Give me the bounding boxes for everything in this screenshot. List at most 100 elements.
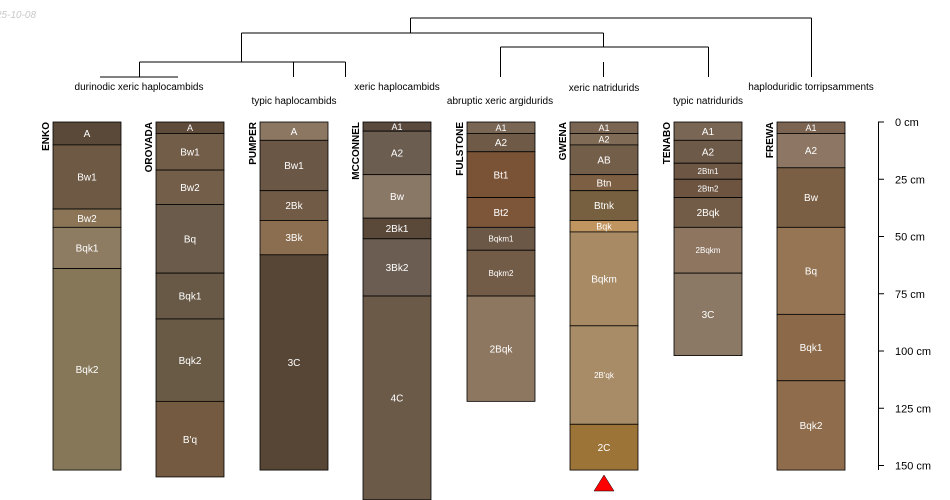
horizon-enko-3 xyxy=(52,226,122,269)
horizon-label: Bqk1 xyxy=(800,343,823,354)
horizon-label: A2 xyxy=(598,134,609,144)
horizon-pumper-4 xyxy=(259,254,329,471)
taxon-label-1: durinodic xeric haplocambids xyxy=(75,82,204,93)
horizon-pumper-1 xyxy=(259,139,329,192)
horizon-fulstone-3 xyxy=(466,197,536,228)
horizon-label: A xyxy=(84,129,91,140)
horizon-label: B'q xyxy=(183,435,197,446)
horizon-label: A2 xyxy=(805,146,818,157)
profile-fulstone: A1 A2 Bt1 Bt2 Bqkm1 Bqkm2 2Bqk FULSTONE xyxy=(455,121,536,402)
profile-name: FULSTONE xyxy=(455,122,466,176)
horizon-frewa-5 xyxy=(776,380,846,471)
profile-frewa: A1 A2 Bw Bq Bqk1 Bqk2 FREWA xyxy=(765,121,846,471)
horizon-label: Bqkm2 xyxy=(489,269,514,278)
depth-tick-label: 75 cm xyxy=(895,289,925,301)
depth-tick-label: 100 cm xyxy=(895,346,931,358)
horizon-enko-1 xyxy=(52,144,122,210)
profile-name: ENKO xyxy=(41,122,52,151)
horizon-pumper-3 xyxy=(259,220,329,256)
profile-name: OROVADA xyxy=(144,122,155,172)
horizon-label: 2Bk1 xyxy=(386,224,409,235)
horizon-label: Bqkm1 xyxy=(489,235,514,244)
horizon-pumper-2 xyxy=(259,190,329,221)
horizon-label: Btnk xyxy=(594,201,615,212)
dendrogram-branch-root xyxy=(410,17,812,77)
depth-tick-label: 50 cm xyxy=(895,232,925,244)
horizon-label: 2Bqk xyxy=(490,344,514,355)
horizon-label: 3C xyxy=(288,358,301,369)
horizon-label: Bt2 xyxy=(493,208,508,219)
depth-tick-label: 150 cm xyxy=(895,461,931,473)
horizon-label: AB xyxy=(597,155,611,166)
horizon-label: Bw2 xyxy=(180,183,200,194)
horizon-orovada-2 xyxy=(155,169,225,205)
horizon-frewa-3 xyxy=(776,226,846,315)
horizon-label: 2B'qk xyxy=(594,371,615,380)
horizon-label: Bqk2 xyxy=(179,356,202,367)
date-stamp: 25-10-08 xyxy=(0,10,36,21)
horizon-label: Bt1 xyxy=(493,170,508,181)
horizon-label: A2 xyxy=(391,149,404,160)
horizon-orovada-6 xyxy=(155,400,225,478)
horizon-label: A xyxy=(187,123,193,133)
horizon-label: 2Bk xyxy=(285,201,303,212)
taxon-label-7: haploduridic torripsamments xyxy=(748,82,874,93)
profile-enko: A Bw1 Bw2 Bqk1 Bqk2 ENKO xyxy=(41,121,122,471)
horizon-label: A1 xyxy=(391,122,402,132)
horizon-gwena-6 xyxy=(569,231,639,327)
horizon-label: Bw1 xyxy=(77,173,97,184)
horizon-label: A1 xyxy=(702,127,715,138)
horizon-label: Bw xyxy=(804,193,819,204)
horizon-label: 3Bk2 xyxy=(386,263,409,274)
horizon-label: Bqk2 xyxy=(76,365,99,376)
horizon-label: 3Bk xyxy=(285,233,303,244)
horizon-label: 3C xyxy=(702,310,715,321)
dendrogram-branch-cambids xyxy=(139,61,346,77)
horizon-orovada-3 xyxy=(155,204,225,274)
horizon-mcconnel-4 xyxy=(362,238,432,297)
dendrogram xyxy=(100,17,812,78)
horizon-gwena-7 xyxy=(569,325,639,425)
horizon-orovada-1 xyxy=(155,133,225,171)
horizon-frewa-4 xyxy=(776,313,846,382)
horizon-label: 2Bqk xyxy=(697,208,721,219)
horizon-frewa-2 xyxy=(776,167,846,228)
horizon-label: Bqk2 xyxy=(800,421,823,432)
horizon-label: A2 xyxy=(495,138,508,149)
horizon-fulstone-6 xyxy=(466,295,536,402)
depth-tick-label: 25 cm xyxy=(895,174,925,186)
bottom-marker-icon xyxy=(593,474,615,492)
horizon-fulstone-5 xyxy=(466,249,536,297)
horizon-mcconnel-5 xyxy=(362,295,432,500)
horizon-label: A1 xyxy=(598,123,609,133)
profile-pumper: A Bw1 2Bk 3Bk 3C PUMPER xyxy=(248,121,329,471)
horizon-label: 2C xyxy=(598,443,611,454)
horizon-label: Bq xyxy=(184,234,196,245)
profile-mcconnel: A1 A2 Bw 2Bk1 3Bk2 4C MCCONNEL xyxy=(351,121,432,500)
taxon-label-3: xeric haplocambids xyxy=(354,82,440,93)
horizon-label: Bw xyxy=(390,192,405,203)
profile-name: FREWA xyxy=(765,122,776,158)
horizon-label: Bw2 xyxy=(77,214,97,225)
horizon-label: Bqk1 xyxy=(179,292,202,303)
horizon-tenabo-5 xyxy=(673,226,743,274)
horizon-tenabo-6 xyxy=(673,272,743,356)
profile-tenabo: A1 A2 2Btn1 2Btn2 2Bqk 2Bqkm 3C TENABO xyxy=(662,121,743,356)
depth-tick-label: 125 cm xyxy=(895,403,931,415)
taxon-label-5: xeric natridurids xyxy=(569,83,640,94)
depth-tick-label: 0 cm xyxy=(895,117,919,129)
horizon-label: Bw1 xyxy=(180,147,200,158)
dendrogram-branch-durids xyxy=(500,46,709,77)
horizon-gwena-2 xyxy=(569,144,639,176)
horizon-label: Bw1 xyxy=(284,161,304,172)
horizon-label: A xyxy=(291,127,298,138)
horizon-label: Bqkm xyxy=(591,274,617,285)
horizon-label: A1 xyxy=(805,123,816,133)
horizon-label: Bqk1 xyxy=(76,244,99,255)
horizon-label: 2Bqkm xyxy=(696,246,721,255)
taxon-label-6: typic natridurids xyxy=(673,96,743,107)
profiles: A Bw1 Bw2 Bqk1 Bqk2 ENKO A Bw1 Bw2 Bq Bqk1 Bqk2 B'q O… xyxy=(41,121,846,500)
